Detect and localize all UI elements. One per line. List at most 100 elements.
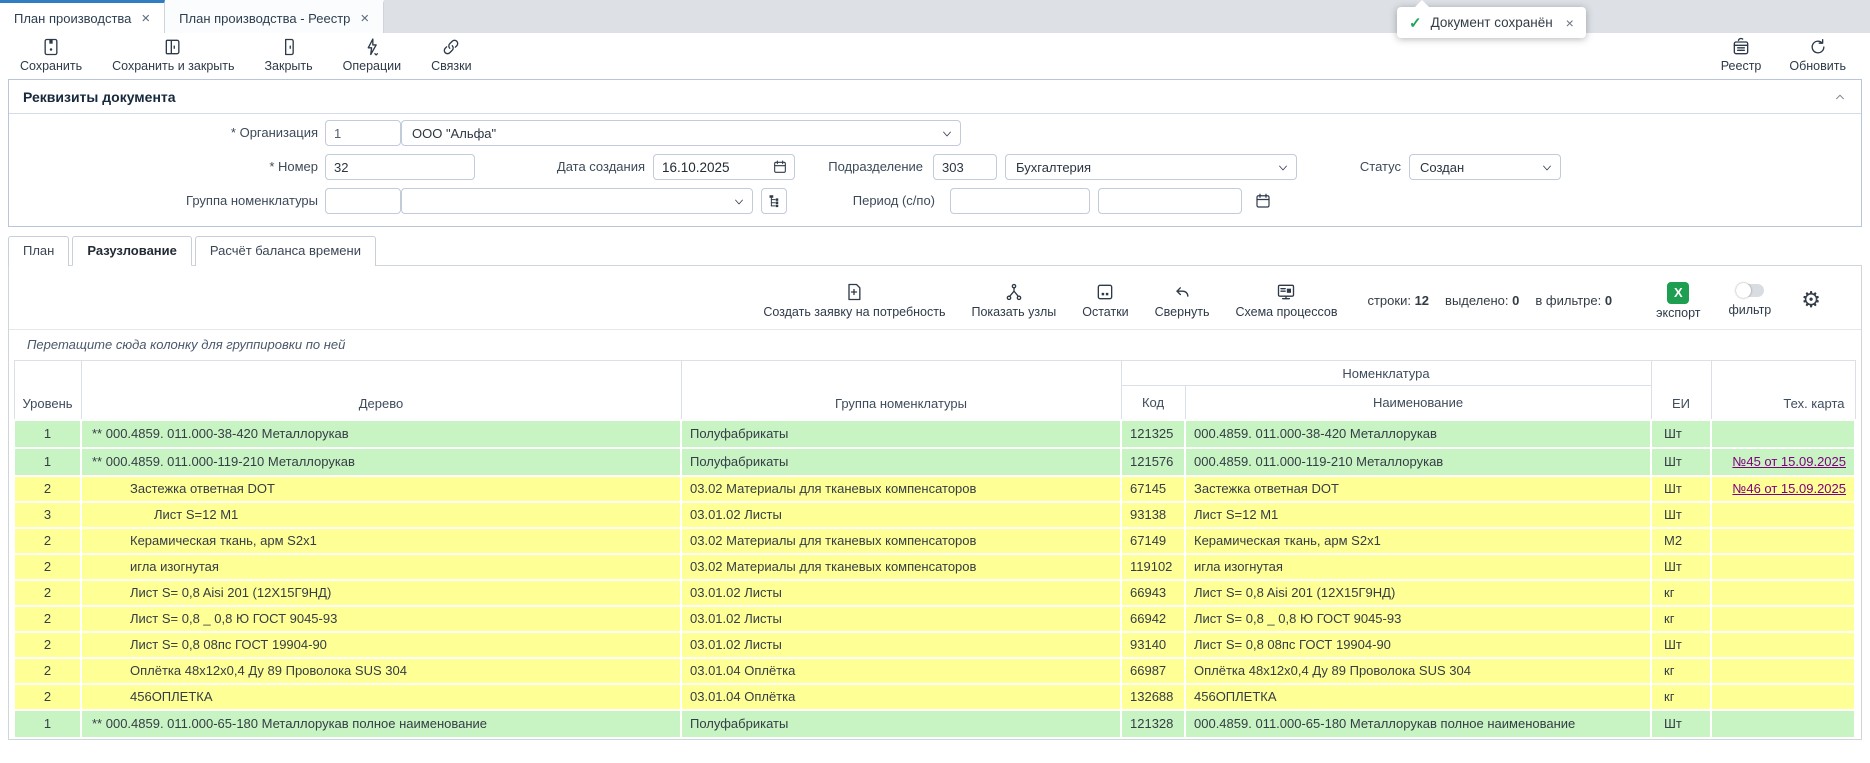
tab-plan[interactable]: План [8,236,70,266]
table-row[interactable]: 1 ** 000.4859. 011.000-119-210 Металлорук… [13,446,1856,477]
level-cell: 1 [13,446,82,477]
group-by-dropzone[interactable]: Перетащите сюда колонку для группировки … [27,337,346,352]
chevron-down-icon [1543,165,1551,171]
links-button[interactable]: Связки [431,37,472,73]
name-cell: 000.4859. 011.000-38-420 Металлорукав [1184,418,1652,449]
name-cell: Оплётка 48x12x0,4 Ду 89 Проволока SUS 30… [1184,656,1652,685]
status-select-value: Создан [1420,159,1465,175]
header-code[interactable]: Код [1120,385,1186,420]
filter-toggle[interactable]: фильтр [1728,283,1771,317]
unit-cell: кг [1650,604,1712,633]
code-cell: 67145 [1120,474,1186,503]
number-label: * Номер [269,159,318,174]
toast-message: Документ сохранён [1430,15,1553,30]
tech-card-cell [1710,526,1856,555]
department-select[interactable]: Бухгалтерия [1005,154,1297,180]
operations-button[interactable]: Операции [343,37,401,73]
header-name[interactable]: Наименование [1184,385,1652,420]
show-nodes-button-label: Показать узлы [971,305,1057,319]
save-button[interactable]: Сохранить [20,37,82,73]
tab-time-balance[interactable]: Расчёт баланса времени [194,236,376,266]
period-calendar-icon[interactable] [1254,192,1272,210]
tree-view-button[interactable] [761,188,787,214]
name-cell: Лист S=12 М1 [1184,500,1652,529]
table-row[interactable]: 3 Лист S=12 М1 03.01.02 Листы 93138 Лист S=1… [13,500,1856,529]
tree-cell: Лист S= 0,8 08пс ГОСТ 19904-90 [80,630,682,659]
close-button[interactable]: Закрыть [265,37,313,73]
header-unit[interactable]: ЕИ [1650,360,1712,420]
stocks-icon [1098,284,1113,300]
period-to-input[interactable] [1098,188,1242,214]
collapse-chevron-up-icon[interactable] [1833,90,1847,104]
table-row[interactable]: 2 Оплётка 48x12x0,4 Ду 89 Проволока SUS 3… [13,656,1856,685]
export-button-label: экспорт [1656,305,1701,320]
code-cell: 121325 [1120,418,1186,449]
table-row[interactable]: 2 Застежка ответная DOT 03.02 Материалы дл… [13,474,1856,503]
table-row[interactable]: 1 ** 000.4859. 011.000-65-180 Металлорука… [13,708,1856,739]
nomenclature-group-code-input[interactable] [325,188,401,214]
table-row[interactable]: 2 456ОПЛЕТКА 03.01.04 Оплётка 132688 456ОПЛЕ… [13,682,1856,711]
level-cell: 2 [13,578,82,607]
table-row[interactable]: 2 Керамическая ткань, арм S2x1 03.02 Матер… [13,526,1856,555]
group-cell: 03.01.02 Листы [680,578,1122,607]
period-from-input[interactable] [950,188,1090,214]
table-row[interactable]: 2 игла изогнутая 03.02 Материалы для ткане… [13,552,1856,581]
chevron-down-icon [1279,165,1287,171]
registry-button[interactable]: Реестр [1721,37,1761,73]
header-tech-card[interactable]: Тех. карта [1710,360,1856,420]
tech-card-cell [1710,708,1856,739]
tech-card-link[interactable]: №46 от 15.09.2025 [1732,481,1846,496]
creation-date-input[interactable] [662,159,772,175]
table-row[interactable]: 2 Лист S= 0,8 08пс ГОСТ 19904-90 03.01.02 … [13,630,1856,659]
grid-toolbar: Создать заявку на потребность Показать у… [9,266,1861,330]
tech-card-cell [1710,656,1856,685]
chevron-down-icon [943,131,951,137]
tab-razuzlovanie[interactable]: Разузлование [72,236,192,266]
table-row[interactable]: 1 ** 000.4859. 011.000-38-420 Металлорука… [13,418,1856,449]
tab-close-icon[interactable]: × [141,9,151,27]
organization-code-input[interactable] [325,120,401,146]
window-tab-production-plan-registry[interactable]: План производства - Реестр × [165,0,385,33]
export-button[interactable]: X экспорт [1656,281,1701,320]
header-tree[interactable]: Дерево [80,360,682,420]
tech-card-cell [1710,418,1856,449]
save-and-close-button[interactable]: Сохранить и закрыть [112,37,235,73]
selected-counter: выделено: 0 [1445,293,1520,308]
tab-close-icon[interactable]: × [360,9,370,27]
undo-arrow-icon [1176,287,1189,297]
header-level[interactable]: Уровень [13,360,82,420]
refresh-button[interactable]: Обновить [1789,37,1846,73]
name-cell: Керамическая ткань, арм S2x1 [1184,526,1652,555]
tree-cell: игла изогнутая [80,552,682,581]
status-select[interactable]: Создан [1409,154,1561,180]
collapse-button[interactable]: Свернуть [1155,282,1209,319]
nomenclature-group-select[interactable] [401,188,753,214]
table-row[interactable]: 2 Лист S= 0,8 _ 0,8 Ю ГОСТ 9045-93 03.01.0… [13,604,1856,633]
chevron-down-icon [735,199,743,205]
filtered-counter: в фильтре: 0 [1535,293,1613,308]
tech-card-link[interactable]: №45 от 15.09.2025 [1732,454,1846,469]
show-nodes-button[interactable]: Показать узлы [971,282,1057,319]
department-code-input[interactable] [933,154,997,180]
toast-close-icon[interactable]: × [1565,14,1574,31]
tree-cell: ** 000.4859. 011.000-65-180 Металлорукав… [80,708,682,739]
number-input[interactable] [325,154,475,180]
table-row[interactable]: 2 Лист S= 0,8 Aisi 201 (12Х15Г9НД) 03.01.0… [13,578,1856,607]
code-cell: 93140 [1120,630,1186,659]
organization-select[interactable]: ООО "Альфа" [401,120,961,146]
header-nomenclature[interactable]: Номенклатура [1120,360,1652,386]
process-diagram-button[interactable]: Схема процессов [1235,282,1337,319]
organization-select-value: ООО "Альфа" [412,125,497,141]
create-request-button[interactable]: Создать заявку на потребность [763,282,946,319]
header-group[interactable]: Группа номенклатуры [680,360,1122,420]
save-and-close-icon [165,39,180,55]
unit-cell: Шт [1650,630,1712,659]
creation-date-label: Дата создания [556,159,645,174]
stocks-button[interactable]: Остатки [1082,282,1129,319]
tree-cell: Керамическая ткань, арм S2x1 [80,526,682,555]
settings-gear-icon[interactable]: ⚙ [1801,287,1821,313]
status-label: Статус [1359,159,1401,174]
toggle-switch-icon [1735,283,1764,298]
window-tab-production-plan[interactable]: План производства × [0,0,166,33]
calendar-icon[interactable] [772,159,788,175]
